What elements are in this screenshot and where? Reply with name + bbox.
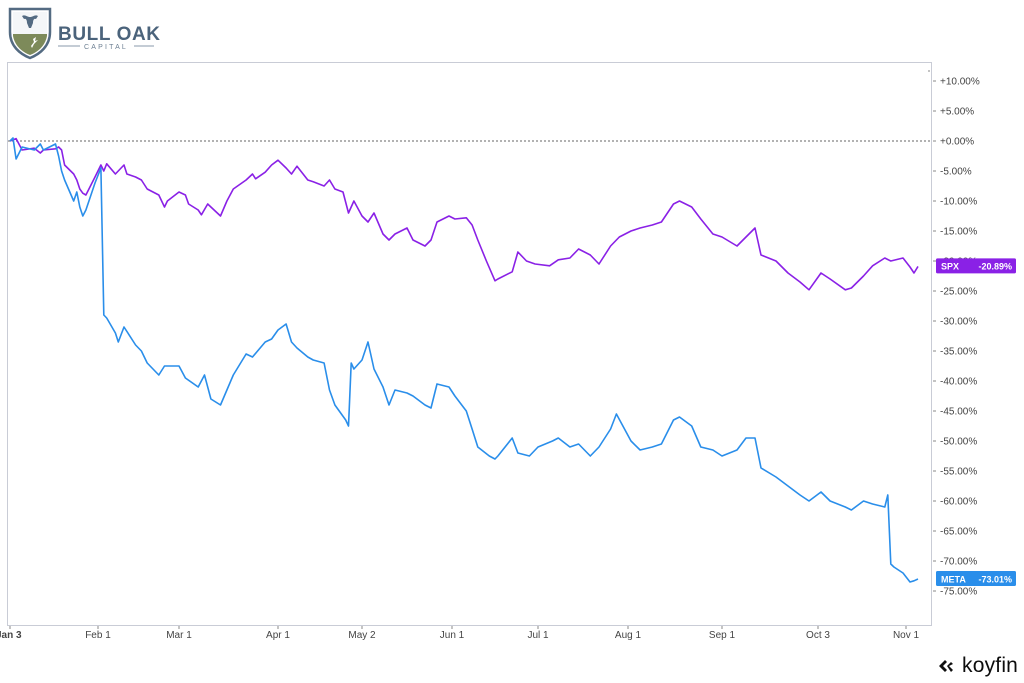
koyfin-watermark: koyfin: [936, 652, 1018, 680]
y-tick-label: +5.00%: [940, 107, 974, 118]
y-tick-label: -45.00%: [940, 407, 977, 418]
y-tick-label: -65.00%: [940, 527, 977, 538]
x-tick-label: Mar 1: [166, 630, 192, 641]
y-tick-label: -75.00%: [940, 587, 977, 598]
brand-name: BULL OAK: [58, 24, 161, 45]
last-value-badge-meta: META -73.01%: [936, 571, 1016, 586]
y-tick-label: -50.00%: [940, 437, 977, 448]
x-tick-label: Jul 1: [527, 630, 549, 641]
badge-last-value: -73.01%: [978, 574, 1012, 584]
y-tick-label: -30.00%: [940, 317, 977, 328]
y-tick-label: -70.00%: [940, 557, 977, 568]
x-tick-label: May 2: [348, 630, 376, 641]
y-tick-label: -40.00%: [940, 377, 977, 388]
x-tick-label: Aug 1: [615, 630, 642, 641]
x-tick-label: Sep 1: [709, 630, 736, 641]
series-line-spx: [9, 137, 919, 291]
series-line-meta: [9, 137, 919, 583]
brand-tagline: CAPITAL: [84, 44, 128, 51]
chart-frame: [7, 62, 932, 626]
plot-corner-dot: [928, 70, 930, 72]
y-tick-label: +0.00%: [940, 137, 974, 148]
y-tick-label: -15.00%: [940, 227, 977, 238]
y-tick-label: -10.00%: [940, 197, 977, 208]
y-tick-label: -60.00%: [940, 497, 977, 508]
badge-series-name: SPX: [941, 262, 959, 272]
x-tick-label: Feb 1: [85, 630, 111, 641]
provider-name: koyfin: [962, 654, 1019, 677]
svg-text:CAPITAL: CAPITAL: [84, 44, 128, 51]
x-tick-label: Apr 1: [266, 630, 290, 641]
badge-last-value: -20.89%: [978, 262, 1012, 272]
svg-text:BULL OAK: BULL OAK: [58, 24, 161, 45]
y-tick-label: -35.00%: [940, 347, 977, 358]
y-tick-label: -5.00%: [940, 167, 972, 178]
x-tick-label: Nov 1: [893, 630, 920, 641]
x-tick-label: Jun 1: [440, 630, 465, 641]
x-tick-label: Oct 3: [806, 630, 830, 641]
bull-oak-logo: BULL OAK CAPITAL: [6, 6, 166, 60]
koyfin-logo-icon: [939, 660, 953, 672]
x-tick-label: Jan 3: [0, 630, 22, 641]
badge-series-name: META: [941, 574, 966, 584]
y-tick-label: -25.00%: [940, 287, 977, 298]
shield-logo-icon: BULL OAK CAPITAL: [8, 7, 161, 60]
y-tick-label: -55.00%: [940, 467, 977, 478]
last-value-badge-spx: SPX -20.89%: [936, 258, 1016, 274]
y-tick-label: +10.00%: [940, 77, 980, 88]
